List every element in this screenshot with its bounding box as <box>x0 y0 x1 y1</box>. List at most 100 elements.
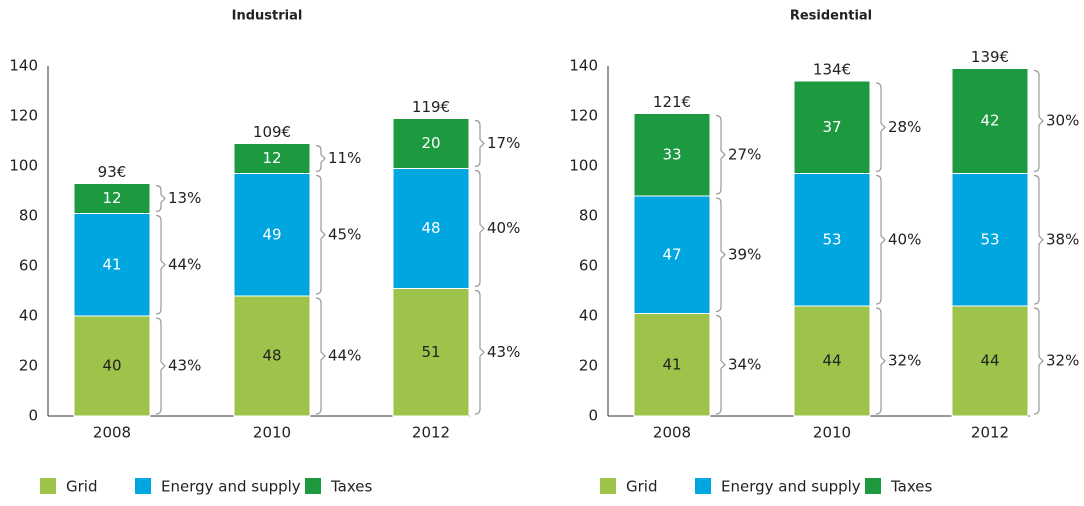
legend-label: Grid <box>66 478 97 496</box>
bar-segment <box>392 288 470 417</box>
segment-label: 12 <box>102 189 121 207</box>
y-tick-label: 60 <box>579 257 598 275</box>
share-bracket <box>315 297 326 415</box>
share-bracket <box>474 289 485 415</box>
y-tick-label: 0 <box>28 407 38 425</box>
share-label: 32% <box>1046 352 1079 370</box>
share-bracket <box>875 307 886 415</box>
share-label: 40% <box>888 230 921 248</box>
total-label: 134€ <box>813 61 851 79</box>
share-label: 44% <box>328 347 361 365</box>
legend-swatch <box>305 478 321 494</box>
bar-segment <box>392 118 470 169</box>
x-tick-label: 2010 <box>253 424 291 442</box>
share-bracket <box>715 197 726 313</box>
share-label: 17% <box>487 134 520 152</box>
y-tick-label: 100 <box>569 157 598 175</box>
total-label: 93€ <box>98 163 127 181</box>
total-label: 119€ <box>412 98 450 116</box>
bar-segment <box>633 195 711 314</box>
share-label: 43% <box>487 343 520 361</box>
x-tick-label: 2008 <box>653 424 691 442</box>
x-tick-label: 2012 <box>412 424 450 442</box>
y-tick-label: 80 <box>579 207 598 225</box>
share-label: 40% <box>487 219 520 237</box>
total-label: 139€ <box>971 48 1009 66</box>
share-bracket <box>474 119 485 168</box>
share-bracket <box>155 184 166 213</box>
legend-swatch <box>40 478 56 494</box>
bar-segment <box>793 305 871 417</box>
segment-label: 48 <box>262 347 281 365</box>
share-label: 44% <box>168 255 201 273</box>
segment-label: 20 <box>421 134 440 152</box>
segment-label: 44 <box>980 352 999 370</box>
share-bracket <box>715 114 726 195</box>
share-label: 32% <box>888 352 921 370</box>
bar-segment <box>233 173 311 297</box>
bar-segment <box>793 173 871 307</box>
share-bracket <box>1033 69 1044 173</box>
y-tick-label: 100 <box>9 157 38 175</box>
segment-label: 51 <box>421 343 440 361</box>
share-label: 28% <box>888 118 921 136</box>
bar-segment <box>951 305 1029 417</box>
y-tick-label: 0 <box>588 407 598 425</box>
y-tick-label: 40 <box>579 307 598 325</box>
chart-title: Residential <box>790 9 872 24</box>
y-tick-label: 40 <box>19 307 38 325</box>
bar-segment <box>793 80 871 174</box>
legend-swatch <box>695 478 711 494</box>
bar-segment <box>233 143 311 174</box>
chart-title: Industrial <box>232 9 303 24</box>
legend-label: Taxes <box>330 478 373 496</box>
share-bracket <box>315 144 326 173</box>
bar-segment <box>73 183 151 214</box>
share-label: 30% <box>1046 112 1079 130</box>
total-label: 109€ <box>253 123 291 141</box>
legend-label: Energy and supply <box>161 478 301 496</box>
segment-label: 48 <box>421 219 440 237</box>
segment-label: 41 <box>102 255 121 273</box>
y-tick-label: 140 <box>569 57 598 75</box>
share-bracket <box>315 174 326 295</box>
share-bracket <box>1033 174 1044 305</box>
y-tick-label: 120 <box>569 107 598 125</box>
share-bracket <box>875 82 886 173</box>
share-label: 13% <box>168 189 201 207</box>
share-label: 43% <box>168 357 201 375</box>
y-tick-label: 140 <box>9 57 38 75</box>
legend-label: Taxes <box>890 478 933 496</box>
share-bracket <box>155 317 166 415</box>
share-bracket <box>875 174 886 305</box>
y-tick-label: 120 <box>9 107 38 125</box>
segment-label: 33 <box>662 145 681 163</box>
share-bracket <box>155 214 166 315</box>
segment-label: 47 <box>662 245 681 263</box>
share-bracket <box>715 314 726 415</box>
bar-segment <box>951 173 1029 307</box>
segment-label: 44 <box>822 352 841 370</box>
y-tick-label: 80 <box>19 207 38 225</box>
total-label: 121€ <box>653 93 691 111</box>
share-bracket <box>1033 307 1044 415</box>
bar-segment <box>951 68 1029 174</box>
x-tick-label: 2008 <box>93 424 131 442</box>
legend-label: Energy and supply <box>721 478 861 496</box>
share-label: 27% <box>728 145 761 163</box>
bar-segment <box>233 295 311 417</box>
segment-label: 40 <box>102 357 121 375</box>
segment-label: 42 <box>980 112 999 130</box>
segment-label: 37 <box>822 118 841 136</box>
segment-label: 49 <box>262 225 281 243</box>
share-label: 39% <box>728 245 761 263</box>
segment-label: 41 <box>662 355 681 373</box>
legend-swatch <box>600 478 616 494</box>
share-label: 45% <box>328 225 361 243</box>
y-tick-label: 60 <box>19 257 38 275</box>
bar-segment <box>73 315 151 417</box>
legend-swatch <box>135 478 151 494</box>
share-label: 38% <box>1046 230 1079 248</box>
